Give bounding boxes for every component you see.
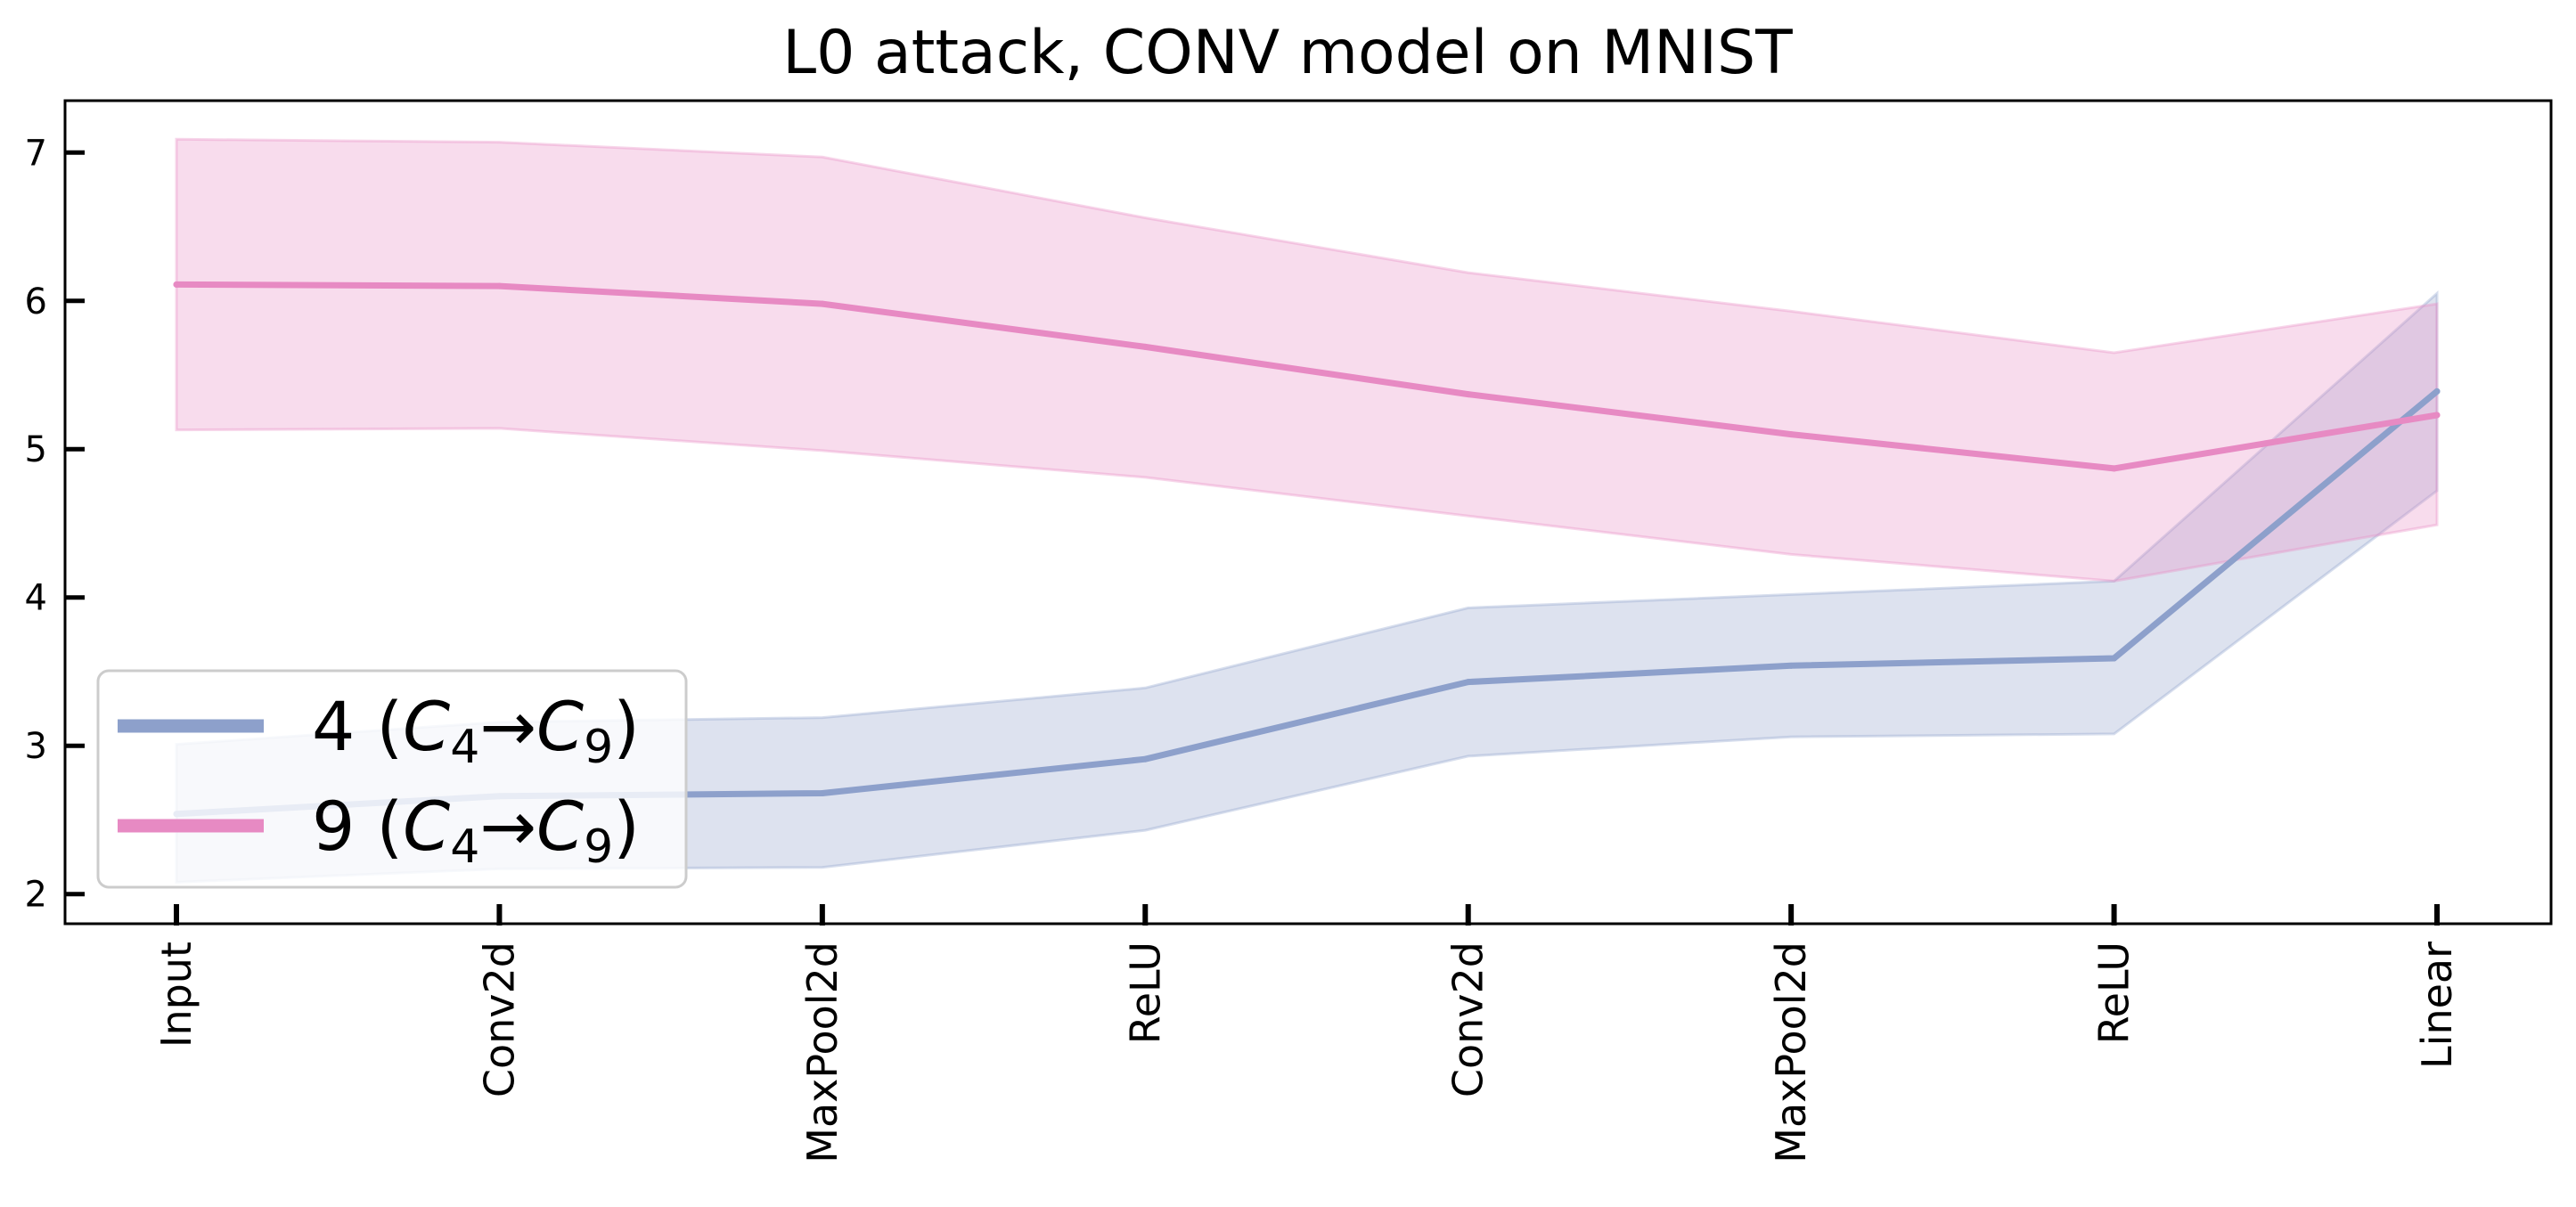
x-tick-label-6: ReLU	[2090, 942, 2138, 1044]
x-tick-label-3: ReLU	[1121, 942, 1169, 1044]
x-tick-label-0: Input	[152, 942, 200, 1048]
x-tick-label-2: MaxPool2d	[798, 942, 846, 1163]
y-axis: 2 3 4 5 6 7	[25, 133, 85, 916]
y-tick-label-4: 4	[25, 578, 47, 619]
y-tick-label-7: 7	[25, 133, 47, 174]
y-tick-label-5: 5	[25, 429, 47, 470]
x-tick-label-4: Conv2d	[1444, 942, 1492, 1097]
legend: 4 (C4→C9) 9 (C4→C9)	[96, 669, 688, 889]
series-0-point-3	[1141, 755, 1149, 763]
series-1-band	[175, 137, 2439, 583]
series-1-point-1	[495, 282, 503, 290]
x-tick-label-5: MaxPool2d	[1767, 942, 1815, 1163]
chart-title: L0 attack, CONV model on MNIST	[782, 18, 1793, 88]
x-axis: Input Conv2d MaxPool2d ReLU Conv2d MaxPool2d R…	[152, 904, 2461, 1163]
series-1-point-0	[173, 281, 180, 288]
series-1-point-4	[1465, 391, 1472, 398]
series-0-point-6	[2111, 655, 2118, 662]
series-0-point-4	[1465, 679, 1472, 686]
series-1-line	[173, 281, 2441, 472]
confidence-bands	[175, 137, 2439, 884]
series-0-band	[175, 290, 2439, 884]
legend-label-1: 9 (C4→C9)	[312, 787, 640, 874]
series-1-point-3	[1141, 343, 1149, 350]
y-tick-label-3: 3	[25, 726, 47, 767]
series-1-point-6	[2111, 465, 2118, 472]
series-0-point-7	[2433, 387, 2441, 395]
legend-label-0: 4 (C4→C9)	[312, 687, 640, 774]
series-0-point-5	[1787, 662, 1795, 669]
series-0-point-2	[819, 789, 826, 796]
series-1-point-7	[2433, 412, 2441, 419]
y-tick-label-6: 6	[25, 281, 47, 322]
x-tick-label-7: Linear	[2413, 942, 2461, 1069]
y-tick-label-2: 2	[25, 875, 47, 916]
x-tick-label-1: Conv2d	[475, 942, 523, 1097]
series-1-point-2	[819, 300, 826, 307]
series-1-point-5	[1787, 431, 1795, 438]
plot-frame	[63, 99, 2553, 926]
